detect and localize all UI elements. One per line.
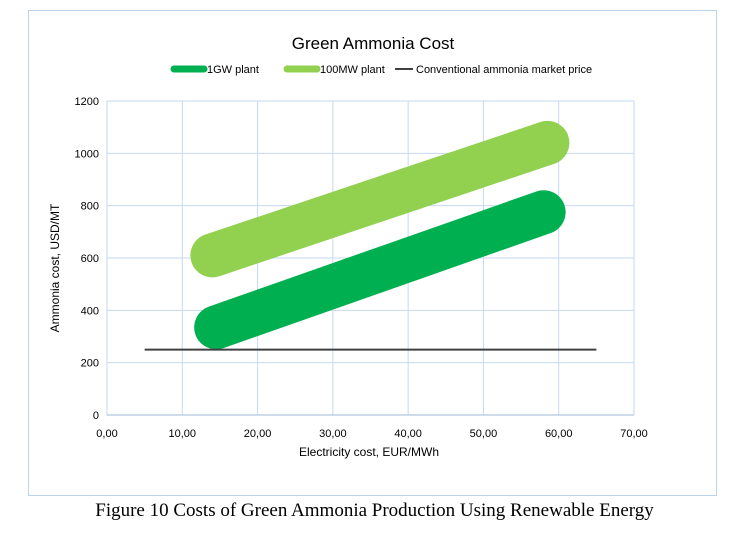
x-tick-label: 40,00 xyxy=(394,428,422,440)
y-tick-label: 1000 xyxy=(75,148,99,160)
y-tick-label: 600 xyxy=(81,253,99,265)
series-line-1 xyxy=(194,190,566,350)
x-axis-label: Electricity cost, EUR/MWh xyxy=(299,445,439,459)
x-tick-label: 30,00 xyxy=(319,428,347,440)
y-axis-label: Ammonia cost, USD/MT xyxy=(48,203,62,332)
chart: 0,00 10,00 20,00 30,00 40,00 50,00 60,00 70,00 0… xyxy=(48,34,648,459)
axes: 0,00 10,00 20,00 30,00 40,00 50,00 60,00 70,00 0… xyxy=(75,96,648,440)
x-tick-label: 20,00 xyxy=(244,428,272,440)
x-tick-label: 0,00 xyxy=(96,428,117,440)
y-tick-label: 0 xyxy=(93,410,99,422)
legend-label-2: 100MW plant xyxy=(320,64,385,76)
legend-label-3: Conventional ammonia market price xyxy=(416,64,592,76)
chart-frame: 0,00 10,00 20,00 30,00 40,00 50,00 60,00 70,00 0… xyxy=(28,10,717,496)
figure-caption: Figure 10 Costs of Green Ammonia Product… xyxy=(95,500,654,521)
legend-label-1: 1GW plant xyxy=(207,64,259,76)
y-tick-label: 800 xyxy=(81,201,99,213)
chart-title: Green Ammonia Cost xyxy=(292,34,455,53)
x-tick-label: 60,00 xyxy=(545,428,573,440)
series-line-2 xyxy=(190,120,570,278)
x-tick-label: 70,00 xyxy=(620,428,648,440)
y-tick-label: 400 xyxy=(81,305,99,317)
legend: 1GW plant 100MW plant Conventional ammonia… xyxy=(170,64,592,76)
y-tick-label: 1200 xyxy=(75,96,99,108)
series xyxy=(144,120,597,351)
x-tick-label: 50,00 xyxy=(470,428,498,440)
x-tick-label: 10,00 xyxy=(169,428,197,440)
y-tick-label: 200 xyxy=(81,358,99,370)
